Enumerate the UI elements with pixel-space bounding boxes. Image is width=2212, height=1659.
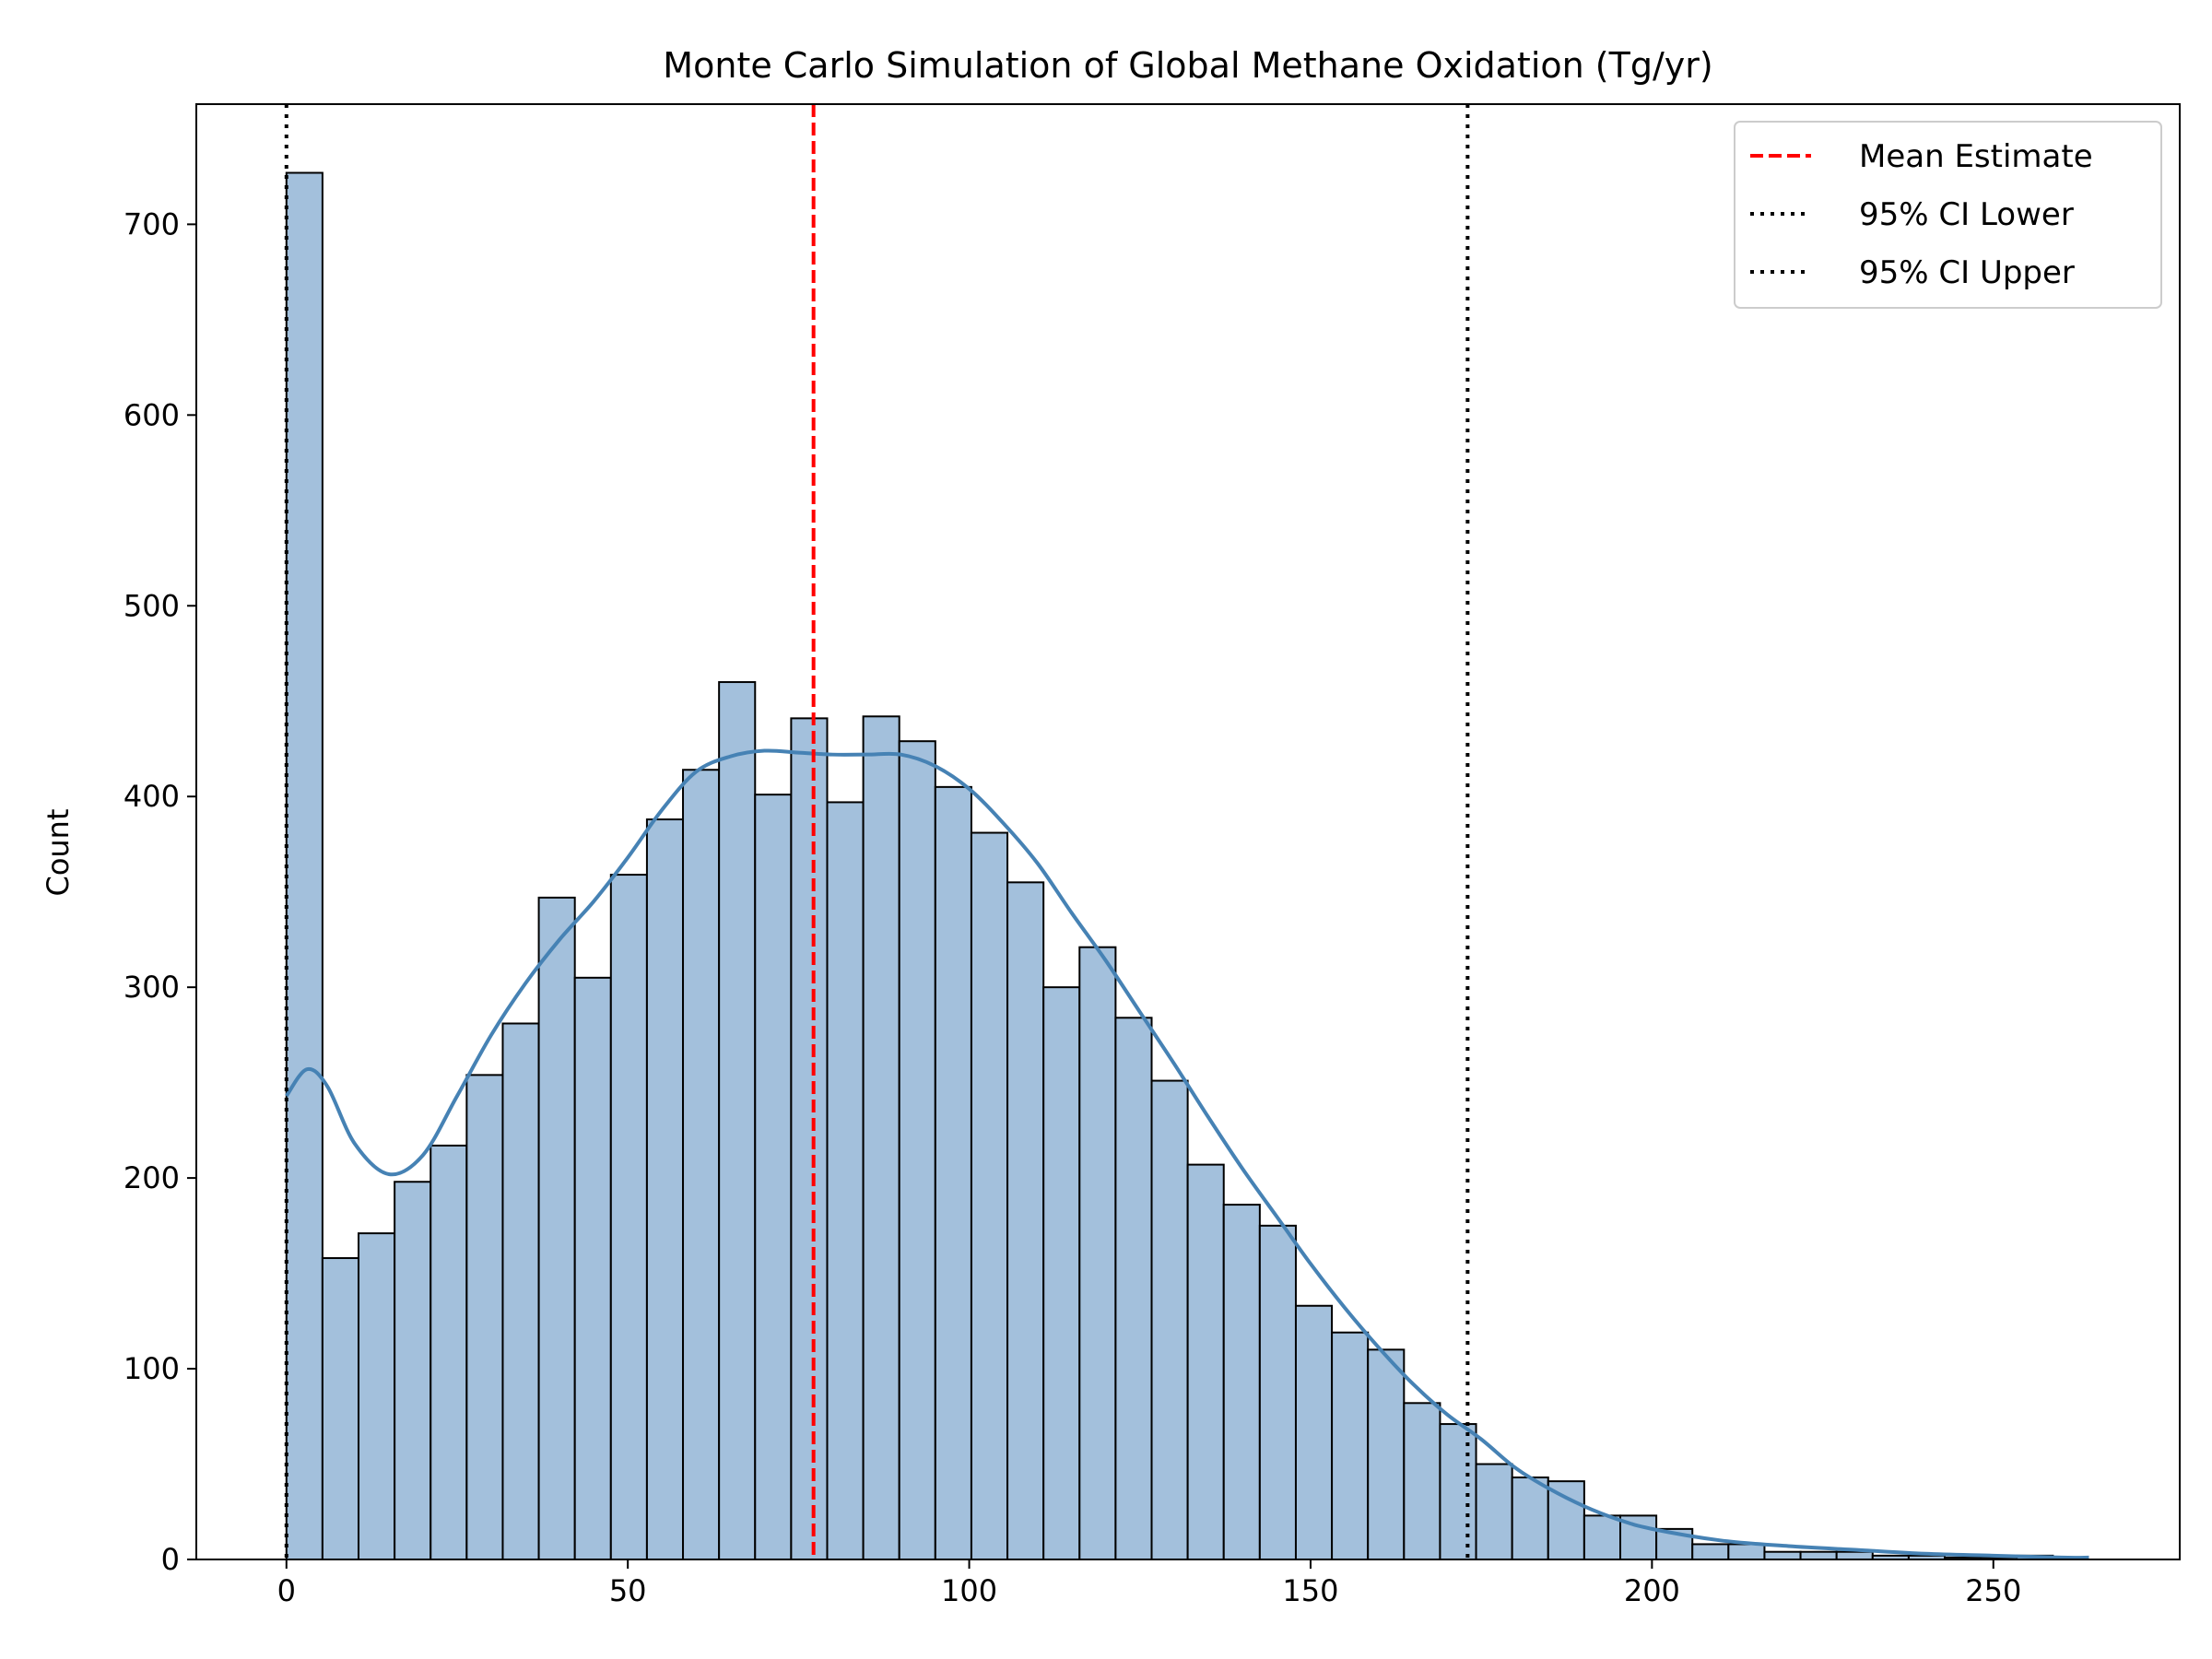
histogram-bar: [501, 1022, 540, 1560]
histogram-bar: [537, 896, 576, 1560]
histogram-bar: [1583, 1514, 1621, 1560]
y-tick-label: 400: [124, 779, 180, 814]
legend: Mean Estimate 95% CI Lower 95% CI Upper: [1734, 121, 2162, 309]
y-tick-label: 300: [124, 970, 180, 1005]
histogram-bar: [1547, 1480, 1585, 1560]
histogram-bar: [1367, 1348, 1406, 1561]
x-tick-label: 100: [941, 1573, 997, 1608]
histogram-bar: [429, 1144, 468, 1561]
histogram-bar: [645, 818, 685, 1560]
histogram-bar: [1763, 1550, 1802, 1561]
y-tick-label: 700: [124, 206, 180, 241]
histogram-bar: [609, 874, 648, 1560]
histogram-bar: [682, 769, 721, 1560]
legend-box: [1734, 121, 2162, 309]
y-tick-label: 200: [124, 1160, 180, 1195]
histogram-bar: [970, 831, 1009, 1560]
x-tick-label: 0: [277, 1573, 296, 1608]
plot-frame: [195, 103, 2181, 1560]
histogram-bar: [1186, 1163, 1225, 1560]
histogram-bar: [826, 801, 865, 1560]
y-axis-label: Count: [41, 808, 76, 896]
histogram-bar: [718, 681, 757, 1560]
histogram-bar: [1691, 1543, 1730, 1561]
histogram-bar: [1403, 1402, 1441, 1561]
histogram-bar: [1439, 1423, 1477, 1560]
y-tick-label: 0: [161, 1542, 180, 1577]
histogram-bar: [898, 740, 936, 1560]
histogram-bar: [465, 1074, 504, 1560]
histogram-bar: [1799, 1550, 1838, 1561]
histogram-bar: [862, 715, 900, 1560]
histogram-bar: [1006, 881, 1045, 1560]
histogram-bar: [394, 1181, 432, 1560]
y-tick-label: 500: [124, 588, 180, 623]
histogram-bar: [285, 171, 324, 1561]
histogram-bar: [573, 976, 612, 1560]
histogram-bar: [1475, 1463, 1513, 1560]
histogram-bar: [1294, 1304, 1334, 1560]
y-tick-label: 100: [124, 1351, 180, 1386]
histogram-bar: [1511, 1477, 1549, 1560]
histogram-bar: [1114, 1017, 1153, 1560]
histogram-bar: [1258, 1224, 1297, 1560]
x-tick-label: 50: [609, 1573, 647, 1608]
histogram-bar: [1331, 1331, 1370, 1560]
histogram-bar: [1727, 1543, 1766, 1561]
histogram-bar: [1835, 1550, 1874, 1561]
legend-label-mean-estimate: Mean Estimate: [1859, 138, 2093, 175]
kde-curve-group: [285, 748, 2089, 1560]
histogram-bar: [1078, 946, 1117, 1560]
histogram-bar: [1042, 986, 1081, 1561]
axes: 0 50 100 150 200 250 0 100 200 300 400 500 600 700: [124, 103, 2181, 1608]
histogram-bar: [358, 1232, 396, 1560]
chart-title: Monte Carlo Simulation of Global Methane…: [663, 45, 1712, 86]
histogram-bars: [285, 171, 2054, 1561]
legend-label-95-ci-upper: 95% CI Upper: [1859, 254, 2075, 291]
histogram-bar: [934, 785, 972, 1560]
x-tick-label: 200: [1624, 1573, 1680, 1608]
histogram-bar: [1150, 1079, 1189, 1560]
histogram-bar: [1222, 1204, 1261, 1560]
histogram-bar: [754, 794, 793, 1560]
histogram-bar: [321, 1257, 360, 1560]
reference-lines: [284, 104, 1470, 1559]
histogram-bar: [790, 717, 829, 1560]
kde-curve: [285, 748, 2089, 1560]
x-tick-label: 150: [1282, 1573, 1338, 1608]
x-tick-label: 250: [1965, 1573, 2021, 1608]
legend-label-95-ci-lower: 95% CI Lower: [1859, 196, 2074, 233]
y-tick-label: 600: [124, 397, 180, 432]
